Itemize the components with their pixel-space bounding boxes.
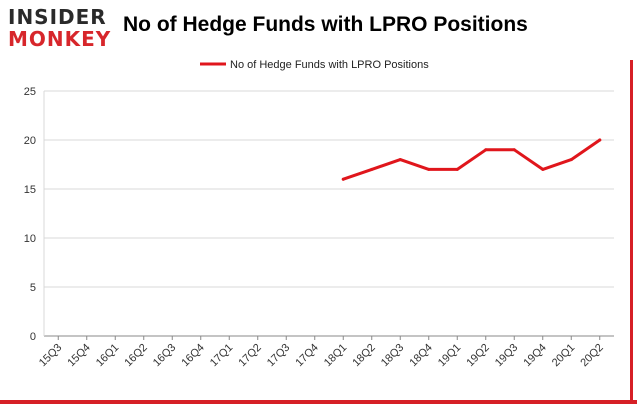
x-tick-label: 20Q2 [578, 342, 606, 370]
x-tick-label: 17Q3 [265, 342, 293, 370]
x-tick-label: 17Q2 [236, 342, 264, 370]
data-point [484, 148, 488, 152]
x-tick-label: 15Q3 [37, 342, 65, 370]
x-tick-label: 19Q3 [493, 342, 521, 370]
x-tick-label: 16Q4 [179, 342, 207, 370]
logo-top-text: INSIDER [8, 5, 107, 29]
frame-border-right [630, 60, 633, 404]
data-point [398, 158, 402, 162]
legend-label: No of Hedge Funds with LPRO Positions [230, 59, 429, 71]
logo-bottom-text: MONKEY [8, 27, 112, 51]
data-point [512, 148, 516, 152]
x-tick-label: 17Q4 [293, 342, 321, 370]
x-tick-label: 19Q2 [464, 342, 492, 370]
series-line [341, 138, 602, 181]
data-point [541, 167, 545, 171]
frame-border-bottom [0, 400, 637, 404]
x-tick-label: 18Q1 [322, 342, 350, 370]
chart-title: No of Hedge Funds with LPRO Positions [123, 13, 528, 36]
data-point [427, 167, 431, 171]
x-tick-label: 18Q4 [407, 342, 435, 370]
data-point [569, 158, 573, 162]
x-tick-label: 18Q3 [379, 342, 407, 370]
data-point [598, 138, 602, 142]
x-tick-label: 16Q1 [94, 342, 122, 370]
x-tick-label: 19Q4 [521, 342, 549, 370]
y-tick-label: 20 [24, 135, 36, 147]
data-point [370, 167, 374, 171]
x-tick-label: 18Q2 [350, 342, 378, 370]
y-tick-label: 25 [24, 86, 36, 98]
data-point [341, 177, 345, 181]
x-tick-label: 16Q2 [122, 342, 150, 370]
x-tick-label: 17Q1 [208, 342, 236, 370]
y-tick-label: 5 [30, 282, 36, 294]
x-tick-label: 15Q4 [65, 342, 93, 370]
x-tick-label: 16Q3 [151, 342, 179, 370]
y-tick-label: 15 [24, 184, 36, 196]
x-tick-label: 20Q1 [550, 342, 578, 370]
x-tick-label: 19Q1 [436, 342, 464, 370]
insider-monkey-logo: INSIDER MONKEY [8, 6, 118, 52]
y-tick-label: 0 [30, 331, 36, 343]
y-tick-label: 10 [24, 233, 36, 245]
data-point [455, 167, 459, 171]
